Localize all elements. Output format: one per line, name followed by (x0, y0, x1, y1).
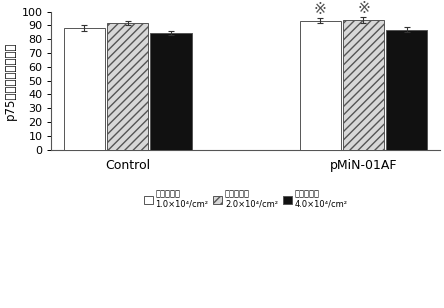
Bar (300, 21, 341, 150)
Y-axis label: p75阳性百分比（％）: p75阳性百分比（％） (4, 41, 17, 120)
Bar (151, 33, 192, 150)
Legend: 接种密度：
1.0×10⁴/cm², 接种密度：
2.0×10⁴/cm², 接种密度：
4.0×10⁴/cm²: 接种密度： 1.0×10⁴/cm², 接种密度： 2.0×10⁴/cm², 接种… (143, 189, 348, 209)
Bar (386, 30, 428, 150)
Bar (343, 20, 384, 150)
Bar (64, 28, 105, 150)
Text: Control: Control (105, 159, 150, 172)
Text: pMiN-01AF: pMiN-01AF (330, 159, 397, 172)
Text: ※: ※ (357, 1, 370, 16)
Bar (107, 23, 148, 150)
Text: ※: ※ (314, 2, 327, 17)
